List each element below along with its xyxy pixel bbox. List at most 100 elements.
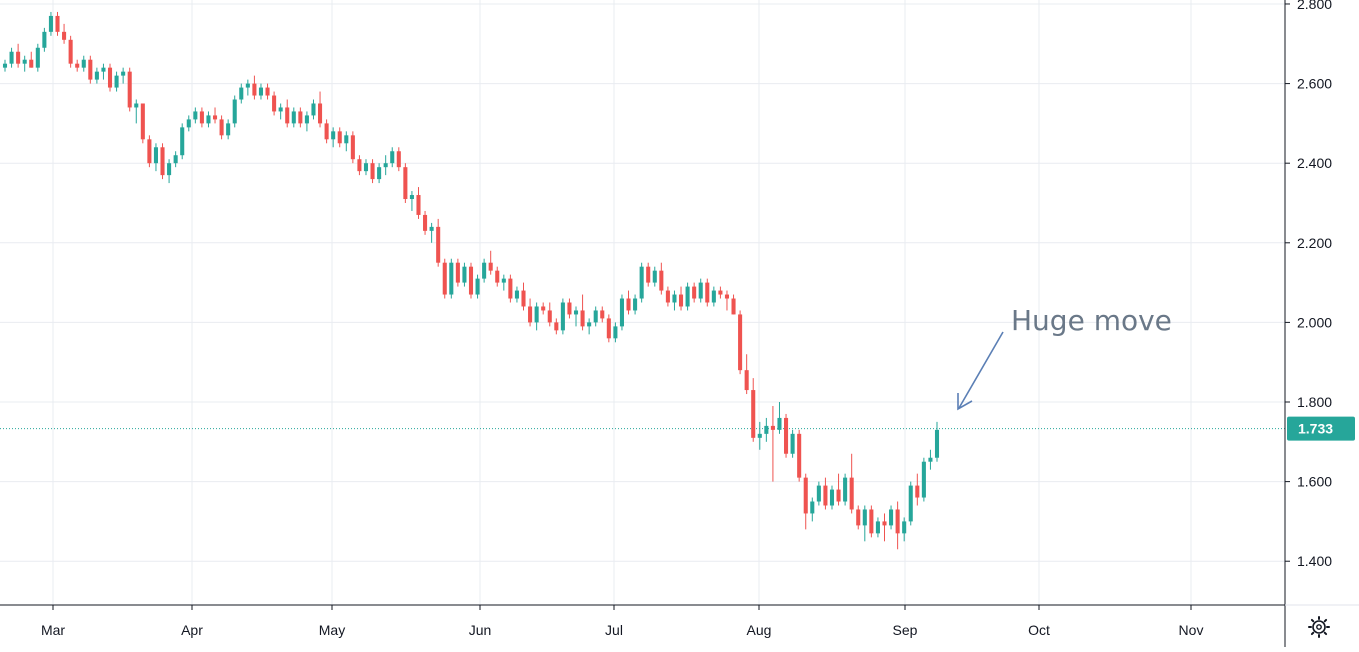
candle-body [856,509,861,526]
candle [357,155,362,176]
y-tick-label: 2.000 [1297,314,1332,330]
candle [521,282,526,311]
candle-body [633,298,638,311]
candle-body [928,457,933,462]
candle [160,143,165,180]
candle [869,505,874,538]
candle [606,314,611,343]
candle-body [357,159,362,172]
candle-body [797,433,802,478]
candle-body [869,509,874,534]
candle-body [409,195,414,200]
candle-body [646,266,651,283]
candle-body [784,417,789,454]
candle [692,282,697,303]
candle [475,274,480,299]
candle [547,302,552,327]
candle [738,310,743,375]
candle [580,294,585,331]
candle-body [278,107,283,112]
candle [764,417,769,442]
candle-body [252,83,257,96]
y-tick-label: 1.800 [1297,394,1332,410]
candle [436,218,441,267]
candle-body [652,270,657,283]
candle [495,266,500,287]
candle [816,481,821,506]
candle-body [383,163,388,168]
candle-body [672,294,677,303]
candle-body [468,266,474,295]
candle [278,103,283,120]
candle [232,95,237,128]
candle-body [803,477,808,514]
candle-body [731,298,736,315]
candle [48,11,53,36]
candle-body [88,59,93,80]
candle [705,278,710,307]
candle-body [16,51,21,64]
candle-body [711,290,716,303]
candle [88,55,93,84]
candle [331,127,336,148]
candle-body [363,163,369,172]
candle-body [560,302,565,331]
candle-body [547,310,552,323]
annotation: Huge move [957,304,1172,411]
candle-body [101,67,106,72]
candle-body [258,87,264,96]
candle [928,449,933,470]
x-tick-label: Nov [1179,622,1204,638]
candle [423,210,428,235]
candle-body [541,306,546,311]
candle-body [482,262,487,279]
candle [285,99,290,128]
candle [377,163,382,184]
candle-body [587,322,592,327]
candle [639,262,644,303]
candle-body [698,282,703,299]
candle [107,63,113,92]
candle [836,473,841,506]
candle-body [626,298,631,311]
candle [619,294,624,331]
candle [751,378,756,442]
candle-body [127,71,132,108]
candle-body [180,127,185,156]
candle-body [107,67,113,88]
candle [554,318,559,335]
candle-body [889,509,894,526]
candle [101,63,106,80]
candle-body [508,278,513,299]
candle-body [606,318,611,339]
y-tick-label: 2.600 [1297,76,1332,92]
candle-body [829,489,835,506]
candle [429,222,434,243]
candle [587,318,592,335]
candle [265,83,270,100]
candle [219,115,224,140]
settings-gear-icon[interactable] [1308,616,1330,638]
candle [777,402,782,434]
candle [573,306,579,327]
candle-body [226,123,231,136]
candle [114,71,119,92]
candle-body [134,103,139,108]
candle-body [140,103,145,140]
candle [409,191,414,211]
candle-body [94,71,99,80]
candle-body [436,226,441,263]
candle-body [35,47,40,68]
candle [121,67,126,84]
x-tick-label: Sep [893,622,918,638]
candle [134,99,139,124]
candle-body [416,195,421,215]
candle [62,23,67,44]
candle [173,151,178,168]
candle [724,290,730,311]
candle [2,59,8,72]
candle-body [613,326,618,339]
candle [482,258,487,283]
candle-body [934,429,940,458]
candle-body [455,262,460,283]
